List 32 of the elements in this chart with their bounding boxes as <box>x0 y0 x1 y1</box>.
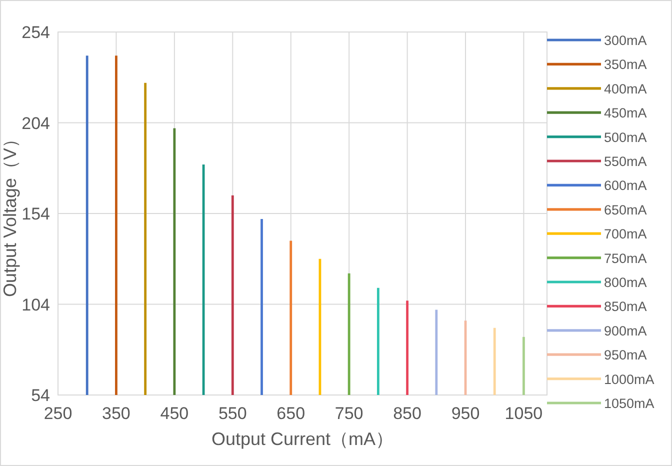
x-tick-label: 950 <box>451 404 480 423</box>
x-tick-label: 650 <box>276 404 306 423</box>
legend-label: 500mA <box>604 130 647 145</box>
legend-label: 800mA <box>604 275 647 290</box>
x-tick-label: 350 <box>102 404 130 423</box>
legend-label: 1000mA <box>604 372 654 387</box>
legend-label: 650mA <box>604 202 647 218</box>
legend-label: 550mA <box>604 154 647 169</box>
legend-label: 600mA <box>604 178 647 194</box>
legend-label: 300mA <box>604 33 647 48</box>
y-tick-label: 54 <box>31 386 50 405</box>
x-axis-title: Output Current（mA） <box>211 429 394 449</box>
y-tick-label: 104 <box>22 295 50 314</box>
x-tick-label: 550 <box>218 404 247 423</box>
x-tick-label: 750 <box>334 404 364 423</box>
y-tick-label: 254 <box>22 23 50 42</box>
y-tick-label: 154 <box>22 204 50 224</box>
y-tick-label: 204 <box>22 114 50 133</box>
legend-label: 1050mA <box>604 396 654 411</box>
legend-label: 400mA <box>604 81 647 96</box>
legend-label: 350mA <box>604 57 647 72</box>
legend-label: 750mA <box>604 250 647 266</box>
legend-label: 850mA <box>604 299 647 314</box>
x-tick-label: 850 <box>393 404 422 423</box>
legend-label: 450mA <box>604 106 647 121</box>
legend-label: 900mA <box>604 323 647 338</box>
y-axis-title: Output Voltage（V） <box>0 130 20 298</box>
legend-label: 700mA <box>604 226 647 242</box>
legend-label: 950mA <box>604 348 647 363</box>
x-tick-label: 1050 <box>504 404 543 423</box>
x-tick-label: 450 <box>160 404 189 423</box>
x-tick-label: 250 <box>44 404 72 423</box>
